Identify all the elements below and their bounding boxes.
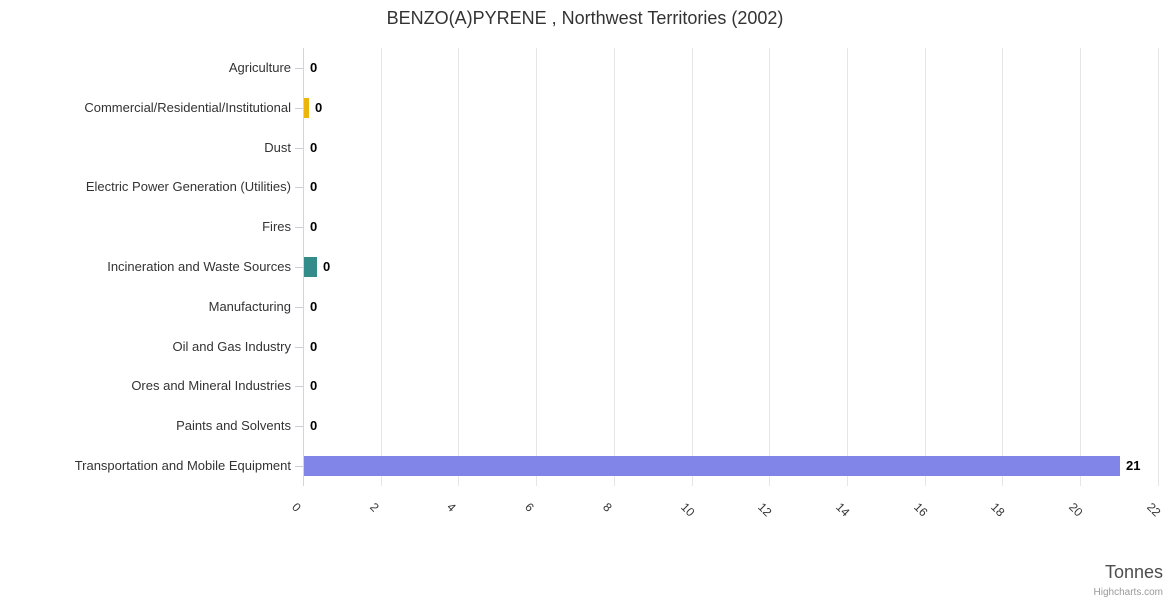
y-tick-mark — [295, 67, 303, 69]
y-tick-mark — [295, 227, 303, 229]
grid-line — [613, 48, 615, 486]
value-label: 0 — [310, 378, 318, 394]
x-tick-label: 20 — [1066, 500, 1086, 520]
category-label: Agriculture — [228, 59, 291, 75]
category-label: Electric Power Generation (Utilities) — [85, 179, 291, 195]
y-tick-mark — [295, 187, 303, 189]
bar[interactable] — [304, 97, 309, 118]
grid-line — [924, 48, 926, 486]
grid-line — [847, 48, 849, 486]
category-label: Incineration and Waste Sources — [107, 259, 291, 274]
grid-line — [536, 48, 538, 486]
x-tick-label: 14 — [833, 500, 853, 520]
value-label: 0 — [310, 139, 318, 155]
y-tick-mark — [295, 346, 303, 348]
value-label: 21 — [1126, 458, 1141, 474]
x-tick-label: 0 — [289, 500, 304, 515]
y-tick-mark — [295, 267, 303, 268]
y-tick-mark — [295, 107, 303, 109]
chart-title: BENZO(A)PYRENE , Northwest Territories (… — [386, 8, 784, 28]
x-tick-label: 16 — [910, 500, 931, 520]
value-label: 0 — [310, 338, 318, 354]
grid-line — [1157, 48, 1159, 486]
category-label: Manufacturing — [208, 298, 291, 314]
value-label: 0 — [310, 418, 318, 434]
value-label: 0 — [310, 179, 318, 195]
category-label: Ores and Mineral Industries — [131, 378, 291, 394]
grid-line — [691, 48, 693, 486]
x-tick-label: 22 — [1144, 500, 1164, 520]
x-tick-label: 2 — [366, 500, 382, 515]
x-tick-label: 12 — [755, 500, 775, 520]
x-tick-label: 6 — [522, 500, 537, 515]
category-label: Transportation and Mobile Equipment — [74, 458, 291, 474]
bar[interactable] — [304, 257, 317, 277]
category-label: Dust — [264, 139, 291, 155]
grid-line — [769, 48, 771, 486]
value-label: 0 — [310, 59, 318, 75]
grid-line — [1002, 48, 1004, 486]
x-tick-label: 8 — [599, 500, 615, 515]
value-label: 0 — [323, 259, 331, 274]
value-label: 0 — [315, 99, 323, 115]
x-axis-title: Tonnes — [1104, 562, 1163, 582]
y-tick-mark — [295, 426, 303, 428]
x-tick-label: 18 — [988, 500, 1008, 520]
x-tick-label: 4 — [444, 500, 460, 515]
grid-line — [458, 48, 460, 486]
category-label: Fires — [262, 219, 291, 235]
bar[interactable] — [304, 456, 1120, 477]
category-label: Commercial/Residential/Institutional — [84, 99, 291, 115]
grid-line — [380, 48, 382, 486]
grid-line — [1080, 48, 1082, 486]
value-label: 0 — [310, 298, 318, 314]
category-label: Paints and Solvents — [176, 418, 291, 434]
value-label: 0 — [310, 219, 318, 235]
y-tick-mark — [295, 386, 303, 388]
x-tick-label: 10 — [677, 500, 698, 520]
x-axis-line — [303, 48, 304, 486]
y-tick-mark — [295, 466, 303, 468]
category-label: Oil and Gas Industry — [172, 338, 292, 354]
y-tick-mark — [295, 306, 303, 308]
highcharts-credits-link[interactable]: Highcharts.com — [1093, 587, 1163, 598]
y-tick-mark — [295, 147, 303, 149]
